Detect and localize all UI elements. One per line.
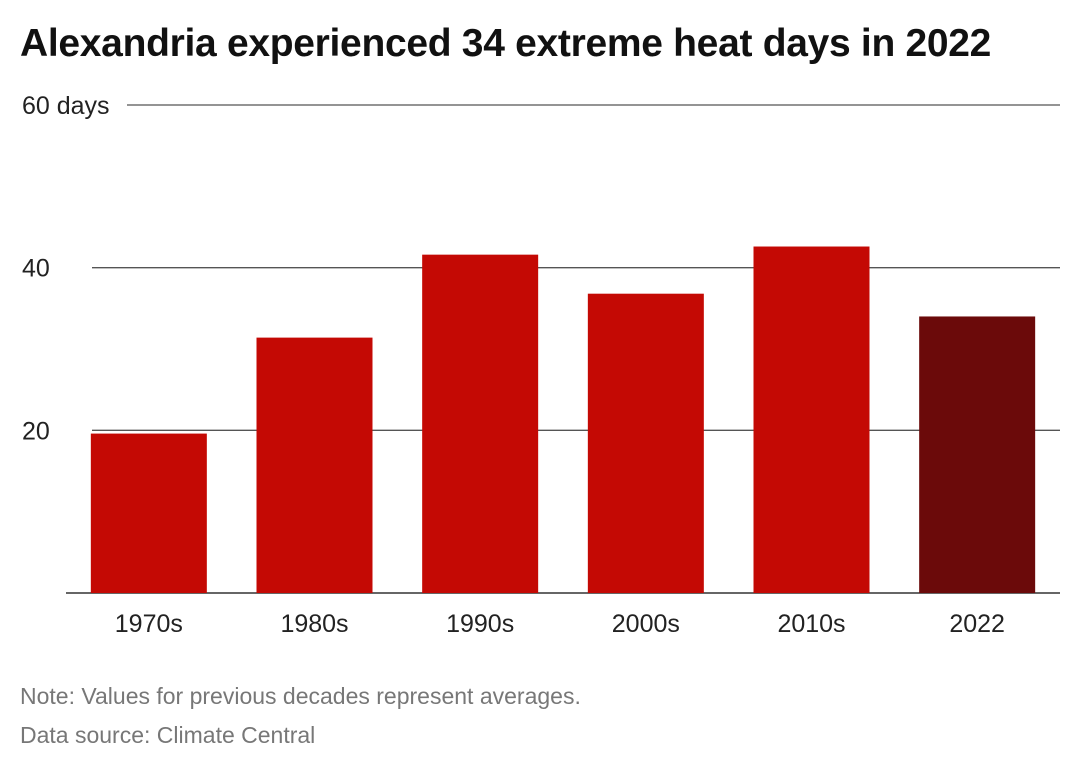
chart-note: Note: Values for previous decades repres… (20, 683, 581, 709)
y-tick-label: 60 days (22, 92, 110, 120)
bar-1990s (422, 254, 539, 594)
chart-title: Alexandria experienced 34 extreme heat d… (20, 22, 992, 65)
x-tick-label: 1970s (115, 610, 183, 638)
bar-chart: 20 40 60 days 1970s 1980s 1990s 2000s 2010s 2022 (22, 92, 1060, 638)
y-tick-label: 40 (22, 255, 50, 283)
x-tick-label: 2000s (612, 610, 680, 638)
x-tick-label: 1980s (280, 610, 348, 638)
x-tick-label: 2010s (777, 610, 845, 638)
bar-2010s (753, 246, 870, 593)
axis-labels: 20 40 60 days 1970s 1980s 1990s 2000s 2010s 2022 (22, 92, 1005, 638)
bar-2022 (919, 316, 1036, 593)
data-source: Data source: Climate Central (20, 722, 316, 748)
y-tick-label: 20 (22, 417, 50, 445)
bar-2000s (587, 293, 704, 593)
gridlines (66, 104, 1060, 594)
bar-1970s (90, 433, 207, 593)
x-tick-label: 1990s (446, 610, 514, 638)
x-tick-label: 2022 (949, 610, 1005, 638)
bar-1980s (256, 337, 373, 593)
bars (90, 246, 1036, 594)
